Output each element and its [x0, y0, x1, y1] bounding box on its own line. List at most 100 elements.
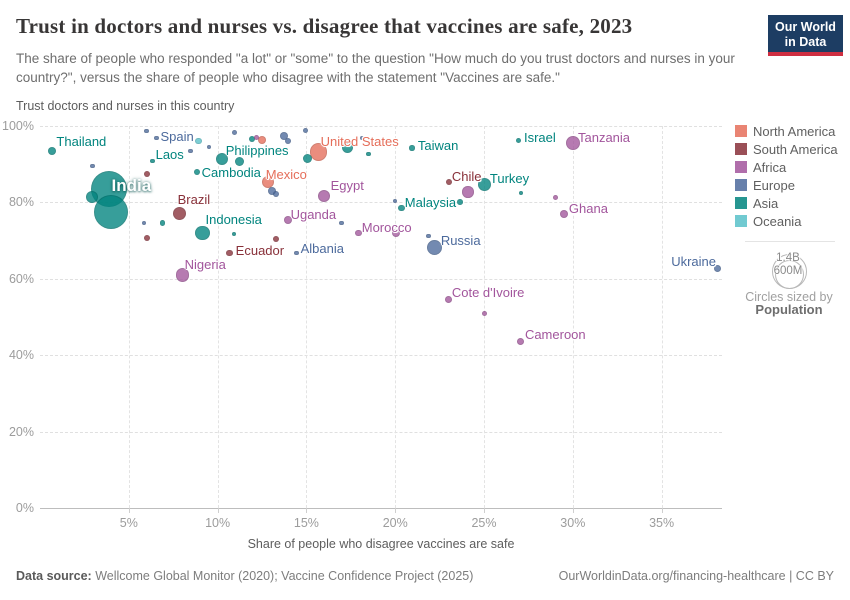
- scatter-point[interactable]: [359, 135, 364, 140]
- scatter-point[interactable]: [553, 195, 559, 201]
- scatter-point-laos[interactable]: [150, 158, 155, 164]
- country-label-thailand[interactable]: Thailand: [56, 133, 107, 149]
- scatter-point[interactable]: [144, 171, 151, 178]
- scatter-point[interactable]: [235, 157, 245, 167]
- country-label-israel[interactable]: Israel: [523, 130, 556, 146]
- country-label-cambodia[interactable]: Cambodia: [201, 164, 261, 180]
- scatter-point-russia[interactable]: [427, 240, 443, 256]
- scatter-point[interactable]: [279, 131, 288, 140]
- scatter-point-cambodia[interactable]: [193, 168, 200, 175]
- country-label-albania[interactable]: Albania: [300, 240, 344, 256]
- scatter-point[interactable]: [462, 186, 474, 198]
- scatter-point-taiwan[interactable]: [409, 145, 415, 151]
- legend-swatch: [735, 161, 747, 173]
- scatter-point-egypt[interactable]: [317, 189, 330, 202]
- x-tick-label: 25%: [471, 516, 497, 530]
- scatter-point-brazil[interactable]: [173, 206, 187, 220]
- scatter-point[interactable]: [144, 128, 149, 134]
- scatter-point-israel[interactable]: [516, 137, 522, 143]
- scatter-point[interactable]: [284, 137, 291, 144]
- scatter-point[interactable]: [303, 153, 313, 163]
- country-label-spain[interactable]: Spain: [160, 128, 194, 144]
- country-label-philippines[interactable]: Philippines: [225, 142, 289, 158]
- scatter-point[interactable]: [85, 191, 98, 204]
- scatter-point[interactable]: [481, 311, 487, 317]
- scatter-point-indonesia[interactable]: [195, 225, 210, 241]
- scatter-point-united-states[interactable]: [309, 143, 328, 161]
- legend-item-europe[interactable]: Europe: [735, 176, 838, 194]
- scatter-point[interactable]: [426, 233, 432, 239]
- scatter-point[interactable]: [257, 136, 266, 145]
- scatter-point-morocco[interactable]: [391, 228, 400, 237]
- scatter-point[interactable]: [518, 190, 523, 195]
- scatter-point[interactable]: [366, 151, 372, 157]
- scatter-point-cote-d-ivoire[interactable]: [445, 296, 453, 304]
- country-label-malaysia[interactable]: Malaysia: [404, 195, 457, 211]
- footer-link[interactable]: OurWorldinData.org/financing-healthcare …: [558, 569, 834, 583]
- scatter-point-cameroon[interactable]: [517, 337, 525, 345]
- legend-item-south-america[interactable]: South America: [735, 140, 838, 158]
- country-label-chile[interactable]: Chile: [451, 169, 482, 185]
- scatter-point-ecuador[interactable]: [226, 249, 233, 257]
- scatter-point-thailand[interactable]: [48, 146, 57, 155]
- country-label-united-states[interactable]: United States: [320, 133, 399, 149]
- country-label-morocco[interactable]: Morocco: [361, 219, 412, 235]
- scatter-point-turkey[interactable]: [478, 177, 492, 191]
- scatter-point[interactable]: [267, 186, 276, 195]
- country-label-laos[interactable]: Laos: [155, 147, 184, 163]
- country-label-mexico[interactable]: Mexico: [265, 167, 307, 183]
- scatter-point[interactable]: [90, 163, 95, 169]
- scatter-point-uganda[interactable]: [283, 215, 292, 224]
- scatter-point[interactable]: [272, 190, 279, 197]
- scatter-point-spain[interactable]: [154, 135, 159, 141]
- scatter-point-ukraine[interactable]: [713, 264, 721, 272]
- scatter-point[interactable]: [206, 145, 211, 149]
- scatter-point-ghana[interactable]: [559, 209, 568, 218]
- scatter-point[interactable]: [254, 135, 260, 141]
- country-label-russia[interactable]: Russia: [440, 232, 481, 248]
- legend-item-north-america[interactable]: North America: [735, 122, 838, 140]
- country-label-nigeria[interactable]: Nigeria: [184, 256, 226, 272]
- scatter-point[interactable]: [232, 130, 238, 136]
- scatter-point[interactable]: [457, 199, 463, 205]
- country-label-turkey[interactable]: Turkey: [489, 171, 530, 187]
- scatter-point[interactable]: [342, 141, 354, 153]
- country-label-india[interactable]: India: [111, 176, 152, 196]
- scatter-point-tanzania[interactable]: [565, 136, 580, 151]
- country-label-ecuador[interactable]: Ecuador: [235, 242, 285, 258]
- scatter-point-malaysia[interactable]: [398, 204, 406, 212]
- country-label-indonesia[interactable]: Indonesia: [205, 211, 262, 227]
- owid-logo[interactable]: Our World in Data: [768, 15, 843, 56]
- scatter-point[interactable]: [143, 234, 150, 241]
- scatter-point[interactable]: [195, 137, 202, 145]
- scatter-point[interactable]: [93, 194, 128, 229]
- scatter-point-nigeria[interactable]: [175, 268, 190, 282]
- country-label-tanzania[interactable]: Tanzania: [577, 130, 631, 146]
- scatter-point[interactable]: [339, 220, 345, 226]
- scatter-point-chile[interactable]: [445, 179, 452, 186]
- x-gridline: [484, 126, 485, 508]
- scatter-point-mexico[interactable]: [261, 176, 274, 189]
- country-label-ghana[interactable]: Ghana: [568, 200, 608, 216]
- scatter-point[interactable]: [355, 229, 363, 237]
- scatter-point[interactable]: [188, 148, 193, 154]
- country-label-uganda[interactable]: Uganda: [290, 206, 337, 222]
- scatter-point[interactable]: [159, 220, 166, 226]
- country-label-cote-d-ivoire[interactable]: Cote d'Ivoire: [451, 284, 525, 300]
- scatter-point[interactable]: [142, 221, 147, 226]
- legend-item-asia[interactable]: Asia: [735, 194, 838, 212]
- scatter-point-albania[interactable]: [294, 250, 299, 256]
- legend-item-africa[interactable]: Africa: [735, 158, 838, 176]
- country-label-cameroon[interactable]: Cameroon: [524, 327, 586, 343]
- legend-item-oceania[interactable]: Oceania: [735, 212, 838, 230]
- country-label-taiwan[interactable]: Taiwan: [417, 138, 459, 154]
- scatter-point-philippines[interactable]: [215, 152, 228, 165]
- scatter-point[interactable]: [272, 236, 279, 243]
- scatter-point[interactable]: [303, 128, 309, 134]
- scatter-point[interactable]: [231, 232, 236, 237]
- country-label-brazil[interactable]: Brazil: [177, 192, 211, 208]
- scatter-point[interactable]: [248, 135, 255, 142]
- country-label-egypt[interactable]: Egypt: [330, 177, 364, 193]
- country-label-ukraine[interactable]: Ukraine: [671, 254, 716, 270]
- scatter-point[interactable]: [392, 198, 398, 204]
